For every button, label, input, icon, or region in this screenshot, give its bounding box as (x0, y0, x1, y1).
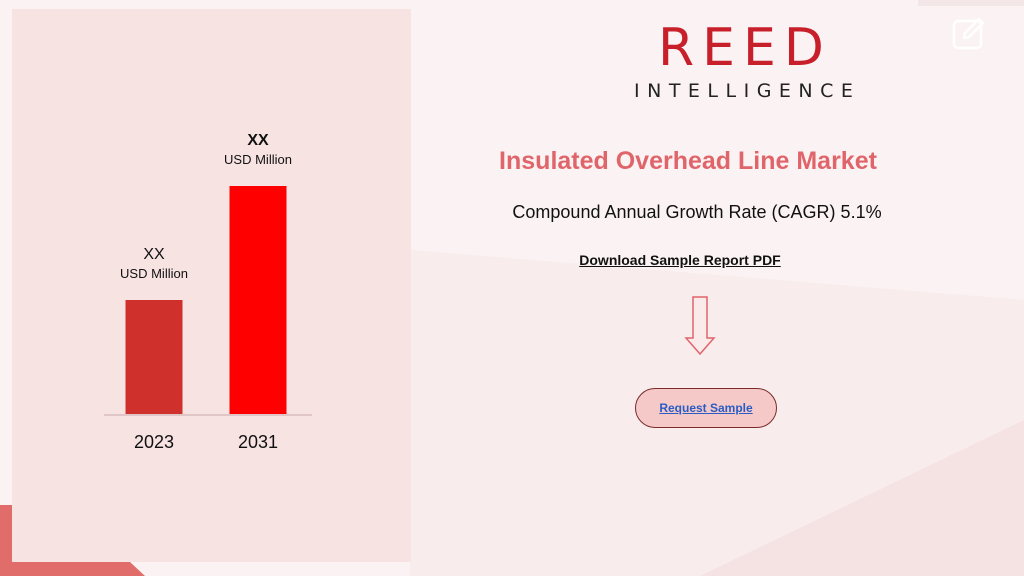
x-tick-2023: 2023 (134, 432, 174, 452)
chart-panel (12, 9, 411, 562)
logo-subtitle: INTELLIGENCE (634, 80, 861, 102)
cagr-text: Compound Annual Growth Rate (CAGR) 5.1% (512, 202, 882, 222)
bar-2031 (229, 186, 287, 414)
data-label-value-2023: XX (143, 246, 165, 263)
down-arrow-icon (684, 296, 716, 356)
market-size-chart: XX USD Million XX USD Million 2023 2031 (104, 132, 312, 452)
data-label-unit-2023: USD Million (120, 266, 188, 281)
request-sample-button[interactable]: Request Sample (635, 388, 777, 428)
logo-wordmark: REED (658, 18, 832, 78)
page-title: Insulated Overhead Line Market (499, 147, 877, 175)
data-label-unit-2031: USD Million (224, 152, 292, 167)
x-tick-2031: 2031 (238, 432, 278, 452)
bar-2023 (125, 300, 183, 414)
data-label-value-2031: XX (247, 132, 269, 149)
edit-icon[interactable] (952, 16, 986, 50)
download-sample-report-link[interactable]: Download Sample Report PDF (579, 252, 781, 268)
